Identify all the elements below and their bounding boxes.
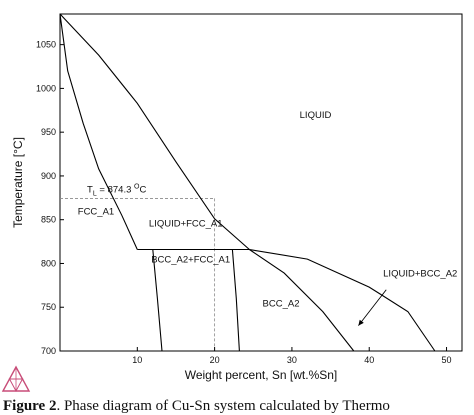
region-label: LIQUID: [300, 110, 332, 121]
y-axis-title: Temperature [°C]: [11, 137, 25, 228]
x-tick-label: 40: [364, 355, 374, 365]
region-label: BCC_A2+FCC_A1: [151, 255, 230, 266]
y-tick-label: 950: [41, 127, 56, 137]
region-label: LIQUID+BCC_A2: [383, 269, 457, 280]
y-tick-label: 850: [41, 215, 56, 225]
phase-boundary-4: [152, 249, 163, 352]
phase-boundary-5: [231, 249, 240, 352]
y-tick-label: 750: [41, 302, 56, 312]
phase-boundary-1: [59, 13, 250, 250]
region-label: LIQUID+FCC_A1: [149, 219, 223, 230]
region-pointer-arrow: [358, 289, 387, 326]
arrow-head: [358, 319, 364, 326]
phase-boundary-7: [249, 248, 436, 352]
x-tick-label: 50: [442, 355, 452, 365]
y-tick-label: 800: [41, 258, 56, 268]
y-tick-label: 1050: [36, 40, 56, 50]
y-tick-label: 1000: [36, 83, 56, 93]
phase-boundary-6: [249, 249, 355, 352]
phase-diagram-chart: 10 20 30 40 50 700 750 800 850 900 950 1000 1050 Weig…: [1, 13, 463, 393]
phase-boundary-2: [59, 13, 138, 250]
region-label: BCC_A2: [263, 298, 300, 309]
region-label: FCC_A1: [78, 206, 114, 217]
figure-caption: Figure 2. Phase diagram of Cu-Sn system …: [3, 398, 473, 415]
y-tick-label: 700: [41, 346, 56, 356]
x-tick-label: 20: [210, 355, 220, 365]
y-tick-label: 900: [41, 171, 56, 181]
figure-label: Figure 2: [3, 398, 57, 414]
x-tick-label: 30: [287, 355, 297, 365]
liquidus-temperature-annotation: TL = 874.3 OC: [87, 184, 146, 198]
caption-text: . Phase diagram of Cu-Sn system calculat…: [56, 398, 390, 414]
triangle-logo-icon: [1, 365, 31, 393]
x-tick-label: 10: [132, 355, 142, 365]
plot-frame: [59, 13, 463, 352]
x-axis-title: Weight percent, Sn [wt.%Sn]: [185, 368, 338, 382]
